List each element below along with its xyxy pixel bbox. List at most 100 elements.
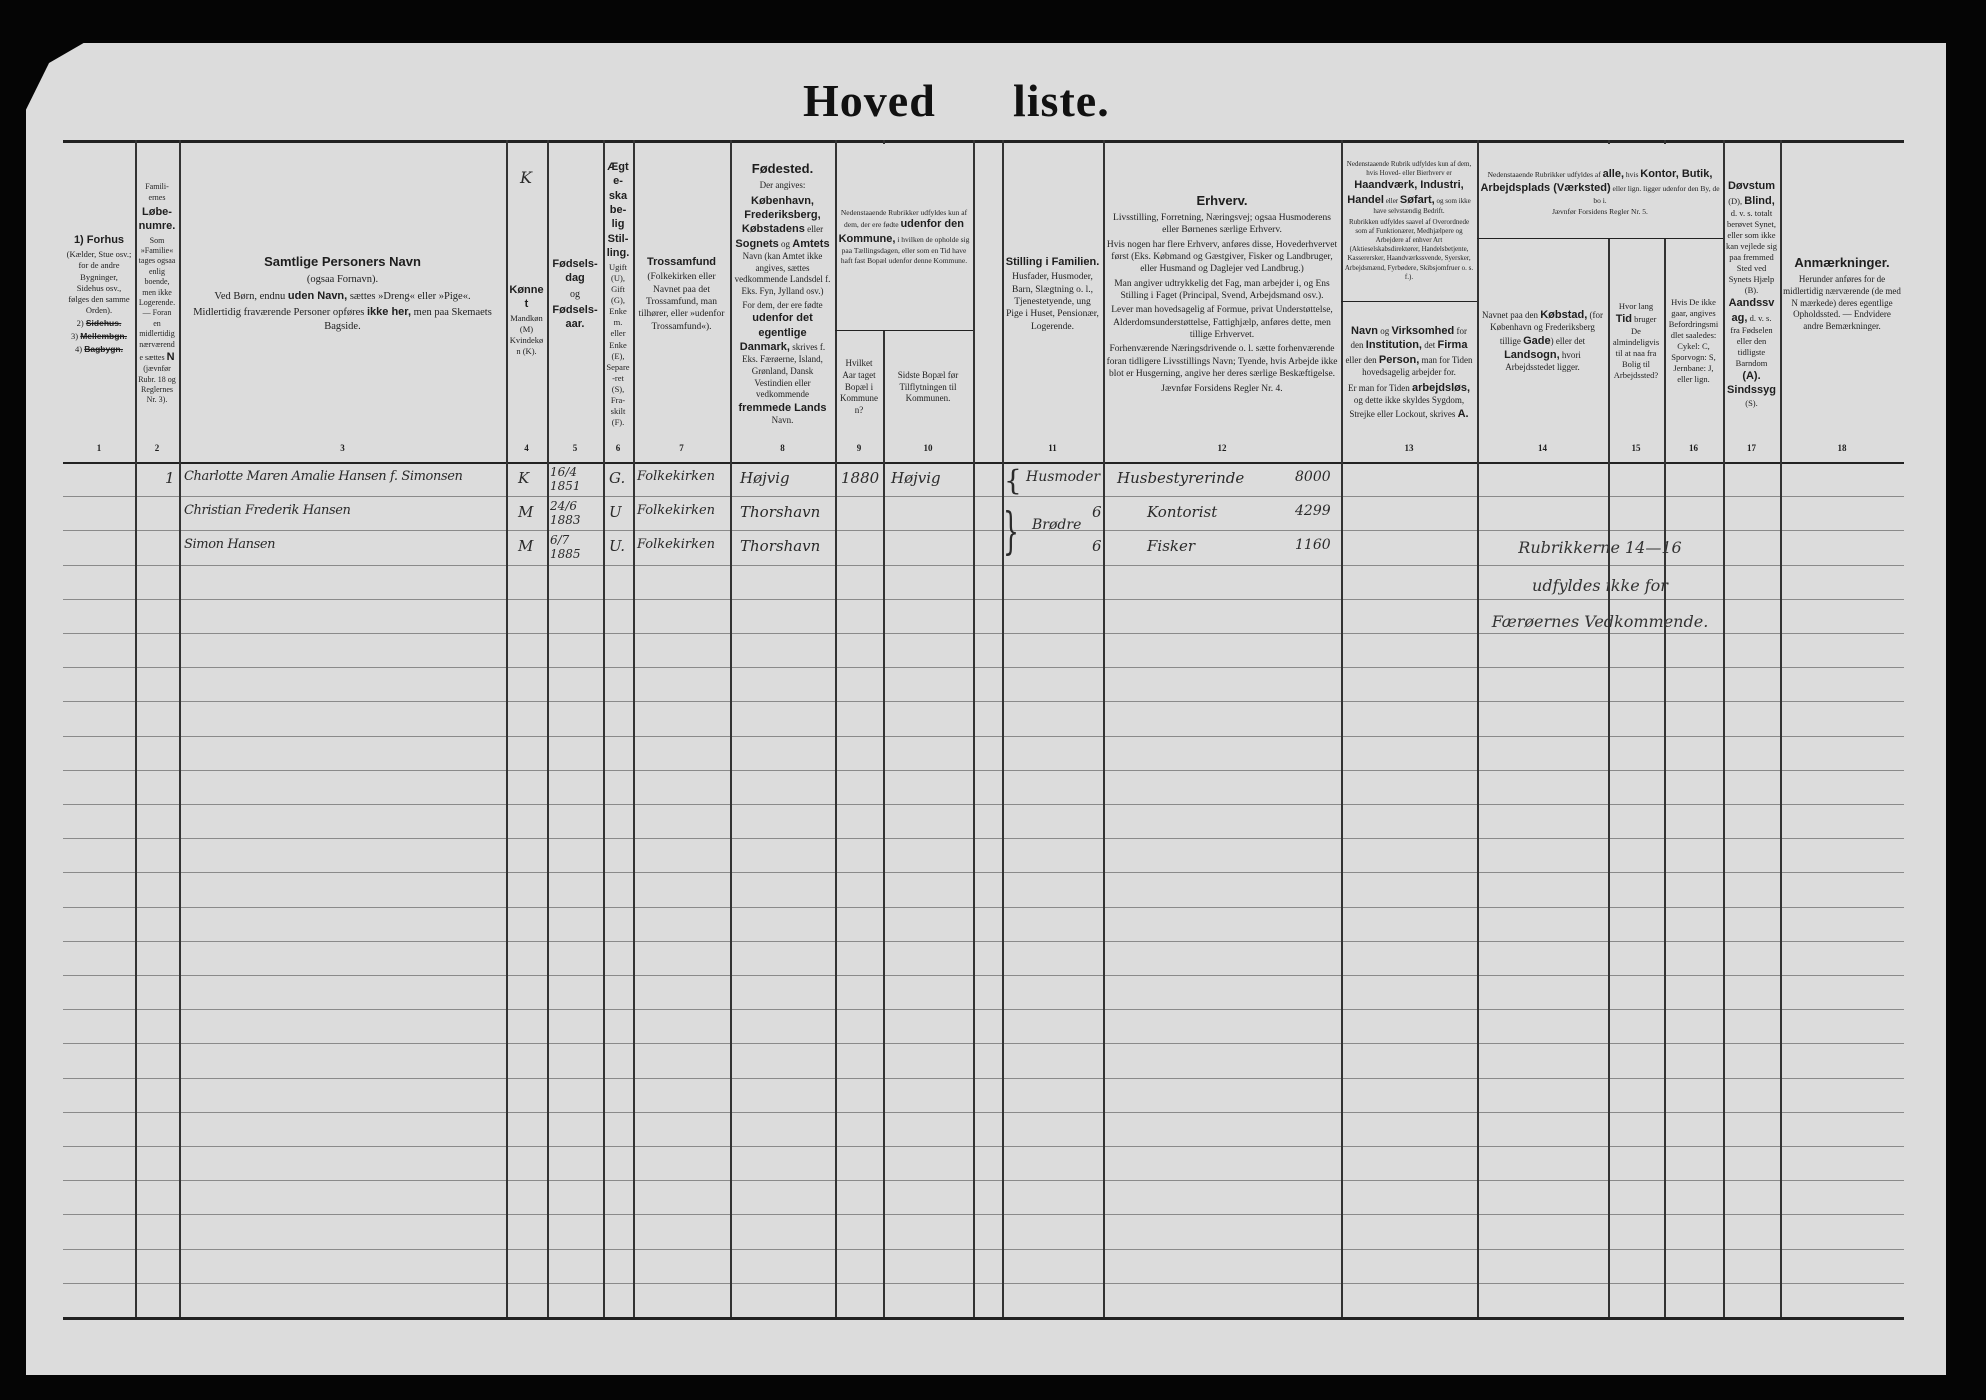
faith: Folkekirken: [637, 503, 716, 519]
column-number: 10: [923, 443, 933, 453]
row-rule: [63, 633, 1904, 634]
header-text: og dette ikke skyldes Sygdom, Strejke el…: [1349, 394, 1465, 419]
stamp-line: Rubrikkerne 14—16: [1518, 538, 1682, 557]
header-text-bold: København, Frederiksberg, Købstadens: [741, 194, 821, 236]
column-rule: [1002, 140, 1004, 1317]
income-amount: 1160: [1295, 537, 1331, 554]
header-col-3-names: Samtlige Personers Navn (ogsaa Fornavn). V…: [179, 148, 506, 440]
header-text-struck: Mellembgn.: [80, 330, 127, 341]
header-line: Navn og Virksomhed for den Institution, …: [1344, 324, 1474, 379]
header-line: Hvilket Aar taget Bopæl i Kommunen?: [838, 358, 880, 416]
header-line: Stilling i Familien.: [1006, 255, 1100, 269]
header-line: Nedenstaaende Rubrikker udfyldes kun af …: [838, 208, 970, 266]
header-text: Mandkøn (M) Kvindekøn (K).: [509, 313, 544, 357]
column-number: 15: [1631, 443, 1641, 453]
header-line: Ugift (U), Gift (G), Enkem. eller Enke (…: [606, 262, 630, 428]
header-text: Midlertidig fraværende Personer opføres: [193, 307, 367, 319]
column-rule: [883, 140, 885, 1317]
family-group-label: Brødre: [1032, 516, 1082, 533]
row-rule: [63, 1077, 1904, 1079]
top-rule: [63, 140, 1904, 143]
header-text-bold: Person,: [1378, 353, 1420, 366]
column-number: 16: [1689, 443, 1698, 453]
column-rule: [603, 140, 605, 1317]
header-col-9-year-moved: Hvilket Aar taget Bopæl i Kommunen?: [835, 335, 883, 440]
header-text-bold: Trossamfund: [646, 255, 717, 268]
faith: Folkekirken: [637, 469, 716, 484]
row-rule: [63, 530, 1904, 532]
header-line: Livsstilling, Forretning, Næringsvej; og…: [1106, 212, 1338, 237]
column-number: 12: [1217, 443, 1227, 453]
header-text: Er man for Tiden: [1347, 382, 1412, 393]
sex: M: [518, 503, 534, 522]
row-rule: [63, 1180, 1904, 1182]
header-text-bold: (A). Sindssyg: [1727, 370, 1776, 397]
header-text: man for Tiden hovedsagelig arbejder for.: [1362, 354, 1473, 377]
header-text: for den: [1350, 326, 1467, 351]
header-line: 1) Forhus: [74, 233, 124, 247]
bottom-rule: [63, 1317, 1904, 1320]
header-line: Hvor lang Tid bruger De almindeligvis ti…: [1611, 301, 1661, 382]
header-text: ) eller det: [1550, 335, 1586, 346]
header-col-8-birthplace: Fødested. Der angives: København, Frederik…: [730, 148, 835, 440]
header-text-bold: Blind,: [1744, 194, 1775, 207]
header-text: 3): [71, 330, 81, 341]
header-text-bold: fremmede Lands: [738, 401, 827, 414]
header-line: Som »Familie« tages ogsaa enlig boende, …: [138, 236, 176, 406]
header-text: bruger De almindeligvis til at naa fra B…: [1612, 313, 1660, 381]
header-text-bold: Landsogn,: [1504, 349, 1560, 362]
header-text-bold: udenfor det egentlige Danmark,: [739, 312, 813, 353]
header-col-13-note: Nedenstaaende Rubrik udfyldes kun af dem…: [1341, 144, 1477, 298]
row-rule: [63, 496, 1904, 498]
header-text: og: [570, 288, 580, 300]
birthplace: Højvig: [740, 469, 790, 487]
occupation: Kontorist: [1147, 503, 1218, 522]
column-number: 3: [340, 443, 345, 453]
column-number: 1: [96, 443, 102, 453]
family-note: 6: [1092, 537, 1102, 556]
header-line: Løbe-numre.: [138, 205, 176, 234]
header-text-bold: Firma: [1437, 339, 1468, 352]
row-rule: [63, 598, 1904, 600]
column-rule: [1103, 140, 1105, 1317]
column-number: 8: [780, 443, 785, 453]
header-text: Famili-ernes: [145, 182, 169, 202]
header-line: Jævnfør Forsidens Regler Nr. 4.: [1161, 383, 1282, 395]
column-number: 13: [1404, 443, 1414, 453]
header-text-bold: udenfor den Kommune,: [838, 218, 964, 245]
header-text: 4): [75, 343, 85, 354]
header-text: (S).: [1745, 397, 1758, 408]
header-text: og som ikke have selvstændig Bedrift.: [1373, 196, 1471, 216]
header-text: hvis: [1624, 169, 1641, 179]
header-text: d. v. s. fra Fødselen eller den tidligst…: [1730, 312, 1773, 368]
header-text-bold: Samtlige Personers Navn: [264, 254, 421, 270]
header-line: Samtlige Personers Navn: [264, 254, 421, 271]
header-line: 4) Bagbygn.: [75, 344, 123, 355]
row-rule: [63, 1043, 1904, 1045]
header-line: Navnet paa den Købstad, (for København o…: [1480, 308, 1605, 374]
column-rule: [547, 140, 549, 1317]
marital-status: G.: [609, 469, 626, 487]
column-rule: [179, 140, 181, 1317]
header-line: Nedenstaaende Rubrikker udfyldes af alle…: [1480, 167, 1720, 205]
header-text: sættes »Dreng« eller »Pige«.: [347, 290, 471, 302]
header-line: Mandkøn (M) Kvindekøn (K).: [509, 313, 544, 357]
group-mask-14-16b: [1663, 144, 1667, 238]
header-line: Forhenværende Næringsdrivende o. l. sætt…: [1106, 343, 1338, 380]
header-text: (for København og Frederiksberg tillige: [1490, 309, 1604, 346]
title-liste: liste.: [1013, 75, 1110, 126]
header-text-bold: Haandværk, Industri, Handel: [1347, 179, 1464, 206]
header-line: Famili-ernes: [138, 182, 176, 203]
row-rule: [63, 769, 1904, 771]
header-col-12-occupation: Erhverv. Livsstilling, Forretning, Næring…: [1103, 148, 1341, 440]
census-form-page: [26, 43, 1946, 1375]
column-rule: [1780, 140, 1782, 1317]
header-text: (ogsaa Fornavn).: [306, 274, 379, 286]
occupation: Fisker: [1147, 537, 1196, 556]
header-col-7-faith: Trossamfund (Folkekirken eller Navnet paa…: [633, 148, 730, 440]
column-number: 9: [856, 443, 862, 453]
income-amount: 8000: [1295, 469, 1331, 485]
header-text: (Kælder, Stue osv.; for de andre Bygning…: [66, 249, 132, 315]
column-rule: [1664, 140, 1666, 1317]
column-number: 14: [1538, 443, 1547, 453]
